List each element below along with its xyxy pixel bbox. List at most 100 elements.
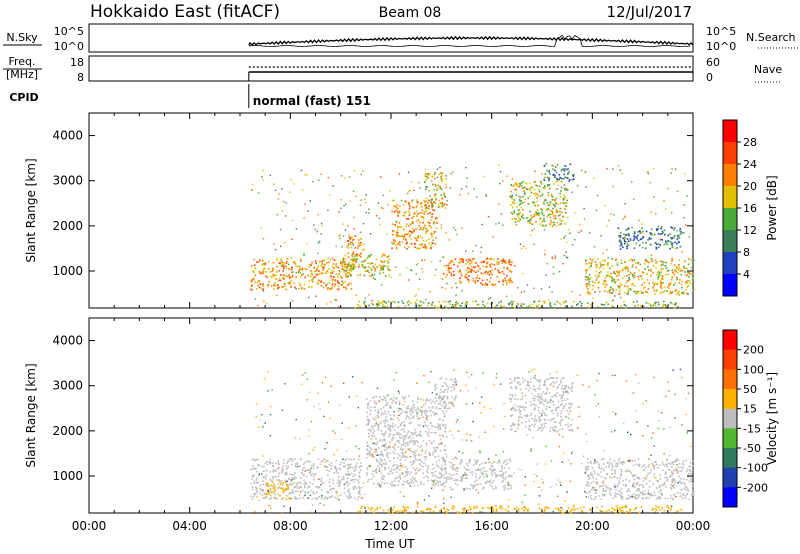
power-cell: [511, 261, 513, 264]
power-cell: [430, 219, 432, 221]
velocity-cell: [686, 493, 688, 496]
velocity-cell: [621, 463, 624, 465]
velocity-cell: [437, 402, 440, 405]
power-cell: [565, 251, 567, 253]
velocity-cell: [520, 410, 522, 412]
power-cell: [352, 263, 355, 265]
velocity-cell: [491, 507, 494, 509]
power-cell: [399, 274, 401, 276]
velocity-cell: [301, 469, 304, 471]
velocity-cell: [401, 422, 403, 424]
power-cell: [636, 300, 638, 303]
velocity-cell: [611, 477, 613, 479]
power-cell: [386, 256, 389, 258]
velocity-cell: [618, 482, 621, 484]
velocity-cell: [681, 463, 684, 465]
power-cell: [518, 204, 521, 206]
power-cell: [276, 265, 278, 268]
power-cell: [552, 211, 554, 214]
velocity-cell: [497, 474, 500, 476]
velocity-cell: [325, 466, 327, 468]
power-cell: [534, 205, 537, 208]
power-cell: [623, 275, 626, 278]
velocity-cell: [280, 498, 283, 500]
power-cell: [393, 211, 396, 213]
power-cell: [678, 282, 681, 284]
power-cell: [627, 240, 630, 242]
power-cell: [477, 274, 479, 277]
power-cell: [516, 206, 518, 208]
power-cell: [490, 258, 493, 261]
velocity-cell: [614, 492, 617, 495]
velocity-cell: [450, 462, 453, 464]
velocity-cell: [296, 490, 299, 492]
velocity-cell: [543, 383, 545, 386]
noise-right-label: N.Search: [746, 31, 796, 44]
power-cell: [653, 284, 655, 286]
velocity-cell: [430, 432, 433, 434]
power-cell: [285, 265, 287, 267]
power-cell: [316, 269, 318, 271]
velocity-cell: [356, 462, 358, 465]
velocity-cell: [382, 438, 385, 441]
velocity-cell: [335, 468, 337, 470]
velocity-cell: [291, 477, 294, 479]
power-cell: [289, 282, 291, 284]
velocity-cell: [483, 462, 486, 464]
velocity-cell: [469, 509, 471, 511]
power-cell: [424, 259, 426, 261]
power-cell: [406, 248, 408, 250]
power-cell: [283, 267, 285, 270]
power-cell: [433, 305, 436, 307]
power-cell: [564, 305, 567, 308]
power-cell: [551, 221, 553, 224]
power-cell: [409, 205, 411, 208]
velocity-cell: [440, 508, 443, 510]
velocity-cell: [447, 476, 449, 478]
velocity-cell: [406, 415, 408, 417]
power-cell: [460, 281, 463, 284]
power-cell: [677, 306, 679, 308]
power-cell: [295, 271, 297, 274]
power-cell: [509, 279, 511, 281]
power-cell: [460, 258, 463, 260]
power-cell: [445, 300, 447, 303]
velocity-cell: [478, 477, 480, 480]
velocity-cell: [648, 480, 651, 482]
power-cell: [382, 305, 384, 308]
velocity-cell: [556, 377, 559, 379]
velocity-cell: [272, 487, 275, 489]
power-cell: [639, 238, 642, 241]
power-cell: [618, 292, 621, 295]
power-cell: [440, 194, 443, 196]
velocity-cell: [298, 481, 301, 483]
velocity-cell: [278, 463, 280, 466]
power-cell: [423, 213, 426, 215]
power-cell: [644, 260, 647, 262]
power-cell: [342, 235, 345, 237]
power-cell: [609, 276, 612, 278]
velocity-cell: [537, 409, 540, 412]
velocity-cell: [425, 442, 427, 445]
power-cell: [256, 281, 259, 284]
power-cell: [533, 216, 536, 218]
power-cell: [448, 263, 450, 265]
power-cell: [446, 203, 448, 206]
velocity-cell: [404, 435, 407, 438]
power-cell: [659, 233, 662, 235]
power-cell: [564, 235, 566, 237]
power-cell: [597, 287, 600, 289]
power-cell: [290, 279, 293, 282]
velocity-cell: [441, 464, 443, 467]
velocity-cell: [436, 426, 438, 428]
power-cell: [673, 235, 676, 237]
power-cell: [292, 271, 294, 273]
power-cell: [412, 222, 414, 224]
power-cell: [498, 164, 500, 166]
power-cell: [467, 278, 469, 280]
power-cell: [438, 173, 440, 176]
velocity-cell: [433, 440, 436, 442]
velocity-cell: [524, 508, 527, 510]
velocity-cell: [548, 401, 551, 404]
power-cell: [653, 283, 656, 285]
